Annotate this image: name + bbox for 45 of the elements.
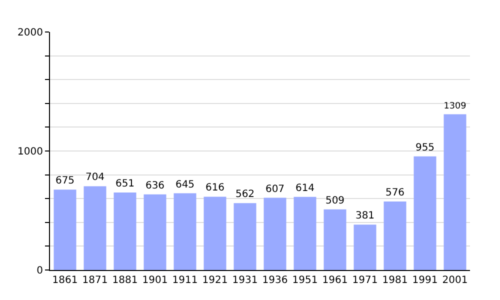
bar: [444, 114, 466, 270]
data-label: 636: [145, 180, 165, 192]
x-tick-label: 1931: [232, 275, 258, 286]
x-tick-label: 1921: [202, 275, 228, 286]
data-label: 704: [85, 172, 105, 184]
x-tick-label: 1861: [52, 275, 78, 286]
bar: [324, 209, 346, 270]
bar: [294, 196, 316, 270]
data-label: 616: [205, 182, 225, 194]
x-tick-label: 1911: [172, 275, 198, 286]
bar: [204, 196, 226, 270]
bar: [384, 201, 406, 270]
x-tick-label: 1871: [82, 275, 108, 286]
bar: [354, 224, 376, 270]
bar: [174, 193, 196, 270]
x-tick-label: 1991: [412, 275, 438, 286]
data-label: 381: [355, 210, 375, 222]
data-label: 509: [325, 195, 345, 206]
data-label: 645: [175, 179, 195, 190]
x-tick-label: 1881: [112, 275, 138, 286]
x-tick-label: 1951: [292, 275, 318, 286]
bar: [234, 203, 256, 270]
data-label: 607: [265, 184, 285, 195]
bar: [264, 198, 286, 270]
data-label: 651: [115, 178, 135, 190]
x-tick-label: 1961: [322, 275, 348, 286]
bar: [84, 186, 106, 270]
data-label: 675: [55, 176, 75, 187]
data-label: 562: [235, 189, 255, 200]
x-tick-label: 1936: [262, 275, 288, 286]
bar: [114, 192, 136, 270]
x-tick-label: 1971: [352, 275, 378, 286]
data-label: 1309: [444, 102, 466, 112]
bar: [414, 156, 436, 270]
data-label: 614: [295, 182, 315, 194]
data-label: 576: [385, 187, 405, 198]
y-tick-label: 2000: [18, 28, 43, 38]
bar: [54, 190, 76, 270]
bar: [144, 194, 166, 270]
x-tick-label: 1981: [382, 275, 408, 286]
y-tick-label: 0: [36, 266, 43, 276]
data-label: 955: [415, 142, 435, 154]
x-tick-label: 1901: [142, 275, 168, 286]
y-tick-label: 1000: [18, 146, 43, 158]
x-tick-label: 2001: [442, 275, 468, 286]
